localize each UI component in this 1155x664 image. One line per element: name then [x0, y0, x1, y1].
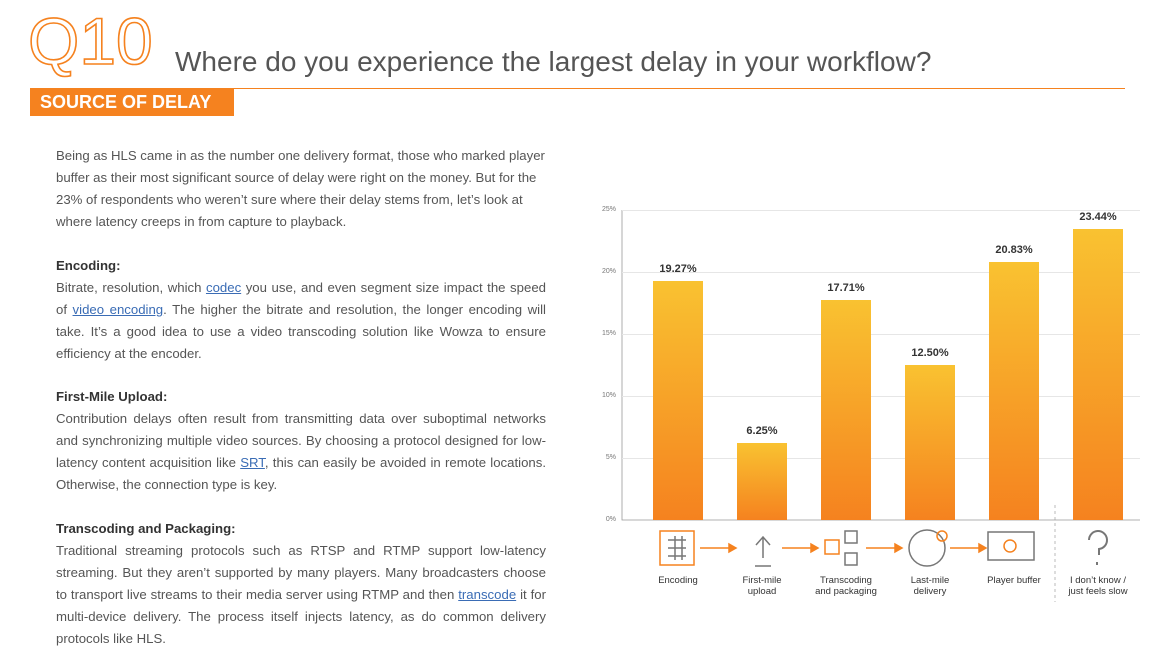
- section: Encoding: Bitrate, resolution, which code…: [56, 255, 546, 365]
- section-text: Traditional streaming protocols such as …: [56, 540, 546, 650]
- bar: [653, 281, 703, 520]
- y-tick-label: 25%: [601, 206, 616, 213]
- grid-line: [622, 334, 1140, 335]
- section-heading: First-Mile Upload:: [56, 389, 168, 404]
- value-label: 6.25%: [746, 424, 778, 437]
- bar: [1073, 229, 1123, 520]
- grid-line: [622, 210, 1140, 211]
- text-run: Bitrate, resolution, which: [56, 280, 206, 295]
- bar: [821, 300, 871, 520]
- bar: [905, 365, 955, 520]
- question-title: Where do you experience the largest dela…: [175, 46, 932, 77]
- section-text: Contribution delays often result from tr…: [56, 408, 546, 496]
- intro-paragraph: Being as HLS came in as the number one d…: [56, 148, 545, 229]
- link[interactable]: video encoding: [72, 302, 164, 317]
- category-label: Transcoding and packaging: [815, 575, 877, 597]
- bar: [737, 442, 787, 520]
- bar: [989, 261, 1039, 520]
- y-tick-label: 20%: [601, 268, 616, 275]
- y-tick-label: 15%: [601, 330, 616, 337]
- y-tick-label: 0%: [605, 516, 616, 523]
- section-heading: Transcoding and Packaging:: [56, 521, 236, 536]
- category-label: I don’t know / just feels slow: [1068, 575, 1128, 597]
- section: First-Mile Upload: Contribution delays of…: [56, 386, 546, 496]
- grid-line: [622, 396, 1140, 397]
- y-tick-label: 5%: [605, 454, 616, 461]
- category-label: First-mile upload: [742, 575, 782, 597]
- link[interactable]: SRT: [240, 455, 265, 470]
- text-run: . The higher the bitrate and resolution,…: [56, 302, 546, 361]
- grid-line: [622, 458, 1140, 459]
- question-number: Q10: [27, 4, 153, 78]
- y-tick-label: 10%: [601, 392, 616, 399]
- text-run: Contribution delays often result from tr…: [56, 411, 546, 470]
- category-label: Player buffer: [987, 575, 1041, 586]
- value-label: 12.50%: [911, 347, 949, 359]
- value-label: 19.27%: [659, 263, 697, 276]
- text-run: , this can easily be avoided in remote l…: [56, 455, 546, 492]
- section-heading: Encoding:: [56, 258, 121, 273]
- title-rule: [162, 88, 1125, 89]
- category-label: Last-mile delivery: [910, 575, 950, 597]
- text-run: you use, and even segment size impact th…: [56, 280, 546, 317]
- value-label: 17.71%: [827, 282, 865, 295]
- link[interactable]: transcode: [458, 587, 517, 602]
- text-run: Traditional streaming protocols such as …: [56, 543, 546, 602]
- category-label: Encoding: [658, 575, 698, 586]
- section-badge: SOURCE OF DELAY: [30, 88, 234, 116]
- section-text: Bitrate, resolution, which codec you use…: [56, 277, 546, 365]
- text-run: it for multi-device delivery. The proces…: [56, 587, 547, 646]
- grid-line: [622, 272, 1140, 273]
- link[interactable]: codec: [205, 280, 242, 295]
- value-label: 20.83%: [995, 243, 1033, 256]
- section: Transcoding and Packaging: Traditional st…: [56, 518, 546, 650]
- value-label: 23.44%: [1079, 211, 1117, 224]
